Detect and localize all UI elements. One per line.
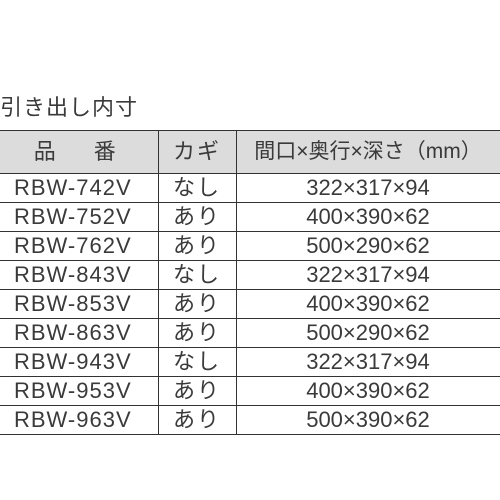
cell-dim: 322×317×94	[236, 348, 500, 377]
cell-key: あり	[158, 406, 236, 435]
cell-part: RBW-752V	[0, 203, 158, 232]
cell-key: なし	[158, 174, 236, 203]
cell-dim: 500×290×62	[236, 319, 500, 348]
cell-key: なし	[158, 261, 236, 290]
cell-part: RBW-963V	[0, 406, 158, 435]
dimensions-table: 品 番 カギ 間口×奥行×深さ（mm） RBW-742V なし 322×317×…	[0, 130, 500, 435]
table-header-row: 品 番 カギ 間口×奥行×深さ（mm）	[0, 131, 500, 174]
table-row: RBW-752V あり 400×390×62	[0, 203, 500, 232]
table-row: RBW-863V あり 500×290×62	[0, 319, 500, 348]
table-row: RBW-762V あり 500×290×62	[0, 232, 500, 261]
cell-part: RBW-943V	[0, 348, 158, 377]
cell-dim: 500×290×62	[236, 232, 500, 261]
cell-key: あり	[158, 232, 236, 261]
cell-part: RBW-742V	[0, 174, 158, 203]
cell-part: RBW-953V	[0, 377, 158, 406]
table-row: RBW-963V あり 500×390×62	[0, 406, 500, 435]
cell-key: あり	[158, 203, 236, 232]
cell-key: あり	[158, 377, 236, 406]
col-header-key: カギ	[158, 131, 236, 174]
table-row: RBW-943V なし 322×317×94	[0, 348, 500, 377]
cell-key: あり	[158, 290, 236, 319]
table-row: RBW-853V あり 400×390×62	[0, 290, 500, 319]
cell-dim: 322×317×94	[236, 261, 500, 290]
cell-part: RBW-853V	[0, 290, 158, 319]
table-row: RBW-953V あり 400×390×62	[0, 377, 500, 406]
cell-dim: 322×317×94	[236, 174, 500, 203]
cell-key: あり	[158, 319, 236, 348]
cell-dim: 500×390×62	[236, 406, 500, 435]
cell-dim: 400×390×62	[236, 377, 500, 406]
cell-part: RBW-843V	[0, 261, 158, 290]
cell-key: なし	[158, 348, 236, 377]
cell-part: RBW-762V	[0, 232, 158, 261]
cell-part: RBW-863V	[0, 319, 158, 348]
col-header-dimensions: 間口×奥行×深さ（mm）	[236, 131, 500, 174]
table-row: RBW-843V なし 322×317×94	[0, 261, 500, 290]
section-title: 引き出し内寸	[0, 90, 138, 122]
table-row: RBW-742V なし 322×317×94	[0, 174, 500, 203]
col-header-part: 品 番	[0, 131, 158, 174]
cell-dim: 400×390×62	[236, 203, 500, 232]
cell-dim: 400×390×62	[236, 290, 500, 319]
